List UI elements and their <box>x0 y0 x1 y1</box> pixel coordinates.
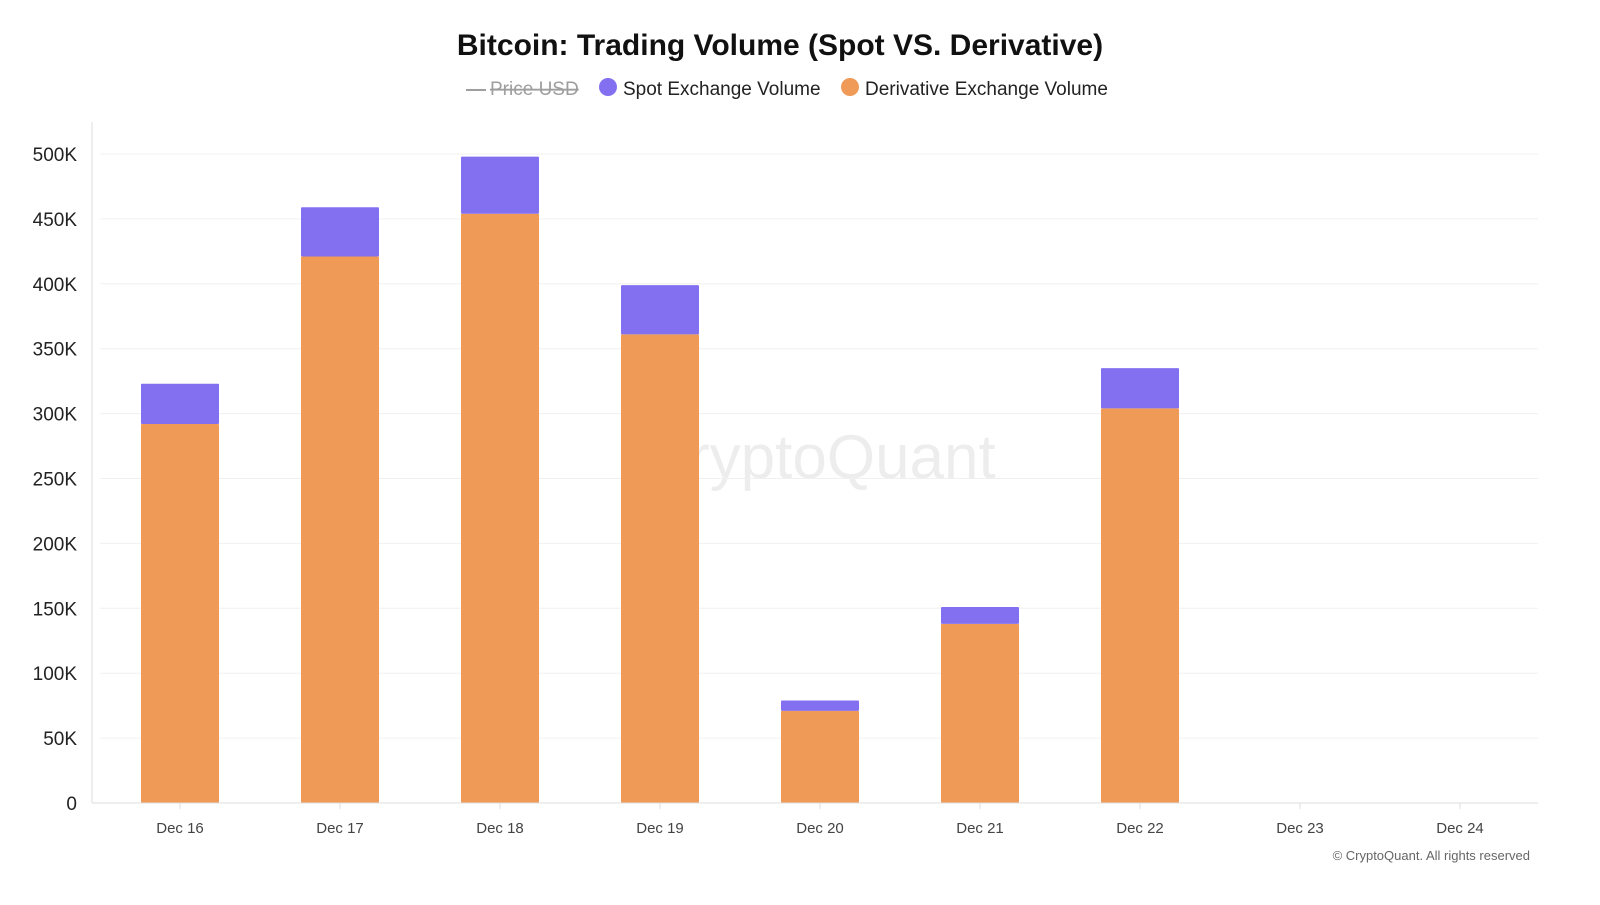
x-tick-label: Dec 16 <box>156 820 204 837</box>
x-tick-label: Dec 23 <box>1276 820 1324 837</box>
legend-label-price: Price USD <box>490 79 579 100</box>
y-tick-label: 500K <box>33 145 78 166</box>
y-tick-label: 350K <box>33 340 78 361</box>
x-tick-label: Dec 18 <box>476 820 524 837</box>
chart-title: Bitcoin: Trading Volume (Spot VS. Deriva… <box>457 29 1103 62</box>
y-tick-label: 450K <box>33 210 78 231</box>
bar-derivative-exchange-volume <box>781 710 859 803</box>
bar-derivative-exchange-volume <box>301 256 379 803</box>
x-tick-label: Dec 20 <box>796 820 844 837</box>
legend-item-spot[interactable]: Spot Exchange Volume <box>599 78 821 100</box>
bar-derivative-exchange-volume <box>141 423 219 803</box>
bar-spot-exchange-volume <box>1101 368 1179 409</box>
y-tick-label: 100K <box>33 664 78 685</box>
y-tick-label: 200K <box>33 534 78 555</box>
x-tick-label: Dec 19 <box>636 820 684 837</box>
x-tick-label: Dec 22 <box>1116 820 1164 837</box>
bar-spot-exchange-volume <box>941 607 1019 624</box>
bar-derivative-exchange-volume <box>461 213 539 803</box>
y-tick-label: 400K <box>33 275 78 296</box>
x-tick-label: Dec 21 <box>956 820 1004 837</box>
bar-spot-exchange-volume <box>621 285 699 335</box>
bar-derivative-exchange-volume <box>941 623 1019 803</box>
bar-spot-exchange-volume <box>461 156 539 214</box>
y-tick-label: 250K <box>33 470 78 491</box>
legend-item-price[interactable]: Price USD <box>466 79 579 100</box>
watermark: CryptoQuant <box>644 423 996 492</box>
x-tick-label: Dec 17 <box>316 820 364 837</box>
bar-spot-exchange-volume <box>781 700 859 711</box>
bar-spot-exchange-volume <box>301 207 379 257</box>
bar-derivative-exchange-volume <box>621 334 699 803</box>
y-tick-label: 0 <box>66 794 77 815</box>
legend-dot-icon <box>841 78 859 96</box>
legend-label-derivative: Derivative Exchange Volume <box>865 79 1108 100</box>
footer-copyright: © CryptoQuant. All rights reserved <box>1333 848 1530 863</box>
bar-derivative-exchange-volume <box>1101 408 1179 803</box>
y-tick-label: 50K <box>43 729 77 750</box>
legend-dot-icon <box>599 78 617 96</box>
legend-label-spot: Spot Exchange Volume <box>623 79 821 100</box>
legend: Price USD Spot Exchange Volume Derivativ… <box>466 78 1108 100</box>
x-tick-label: Dec 24 <box>1436 820 1484 837</box>
bar-spot-exchange-volume <box>141 383 219 424</box>
y-tick-label: 150K <box>33 599 78 620</box>
y-tick-label: 300K <box>33 405 78 426</box>
legend-item-derivative[interactable]: Derivative Exchange Volume <box>841 78 1108 100</box>
